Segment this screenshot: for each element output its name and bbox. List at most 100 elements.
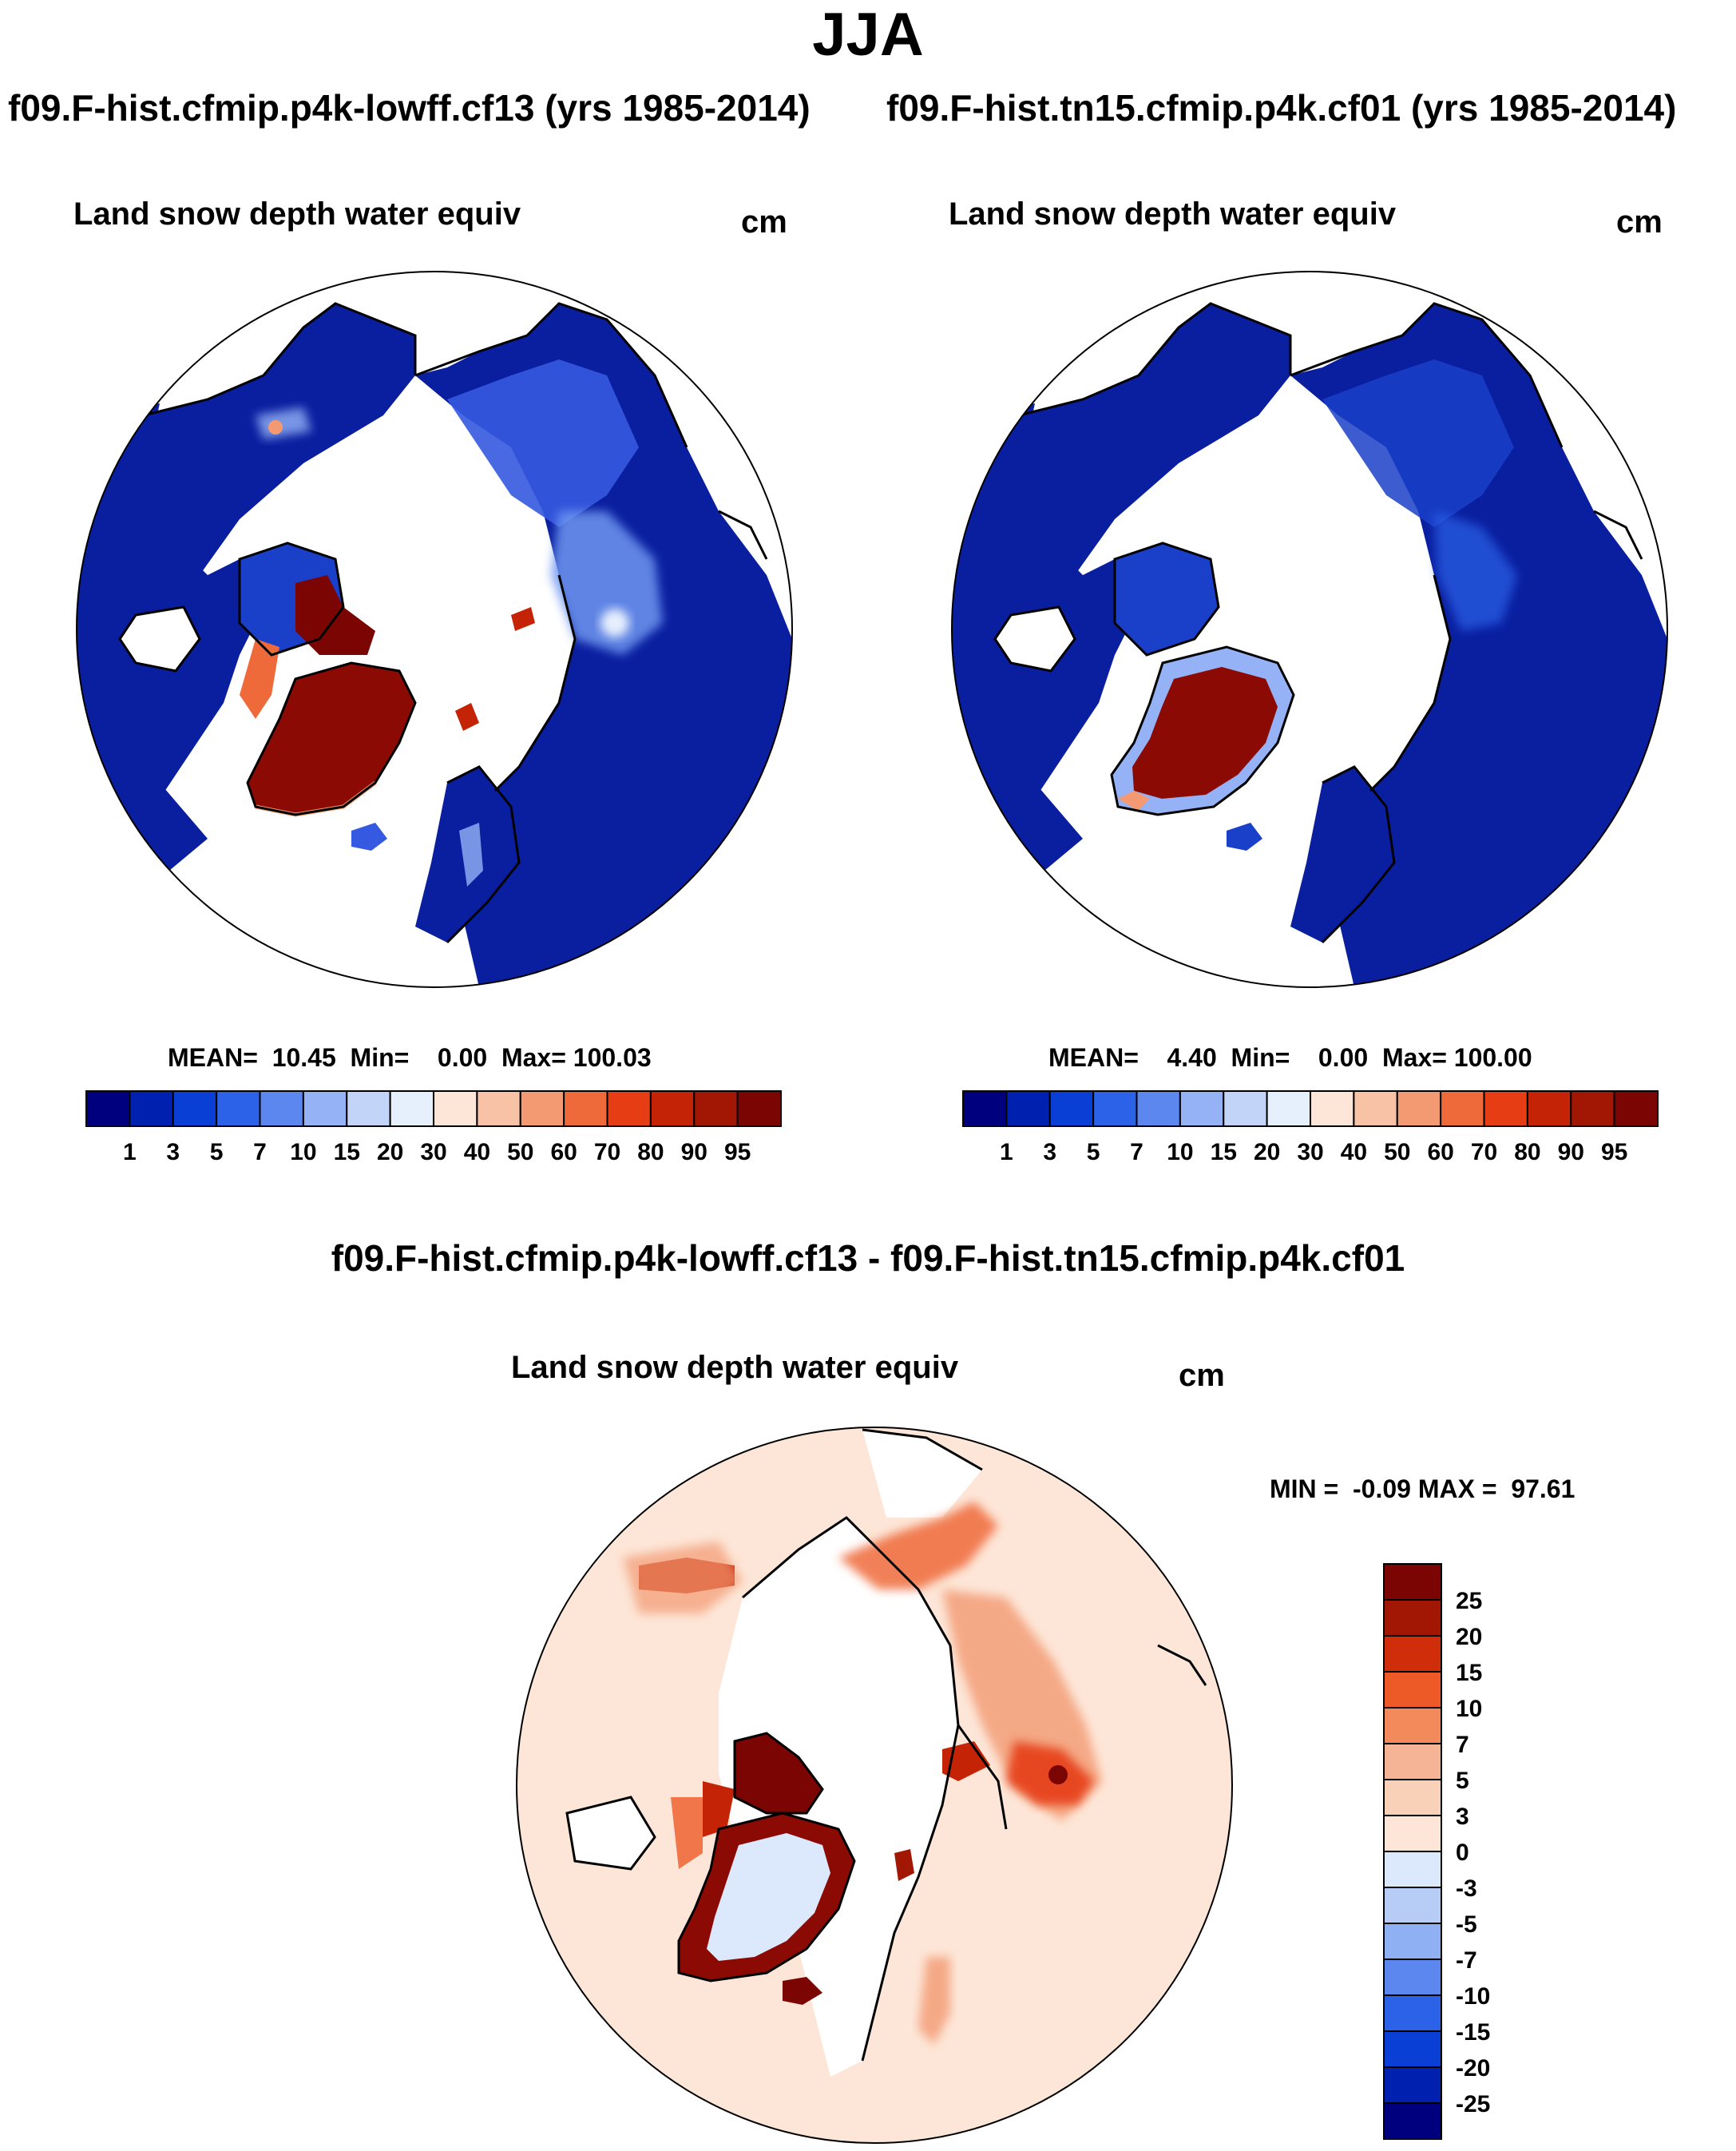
colorbar-tick-label: 20 [1456, 1624, 1483, 1650]
right-greenland [1132, 667, 1278, 799]
colorbar-box [1383, 1959, 1442, 1996]
left-units-label: cm [741, 204, 787, 240]
right-stats: MEAN= 4.40 Min= 0.00 Max= 100.00 [1048, 1043, 1532, 1072]
colorbar-tick-label: 30 [1297, 1139, 1324, 1165]
diff-min-max: MIN = -0.09 MAX = 97.61 [1270, 1474, 1575, 1503]
colorbar-box [1310, 1090, 1355, 1127]
colorbar-tick-label: 40 [463, 1139, 491, 1165]
colorbar-box [693, 1090, 739, 1127]
colorbar-box [1383, 1707, 1442, 1744]
colorbar-box [1613, 1090, 1659, 1127]
colorbar-tick-label: 80 [1514, 1139, 1541, 1165]
colorbar-box [1526, 1090, 1572, 1127]
colorbar-tick-label: -25 [1456, 2091, 1491, 2117]
colorbar-box [1136, 1090, 1181, 1127]
colorbar-box [649, 1090, 696, 1127]
colorbar-box [346, 1090, 391, 1127]
colorbar-box [172, 1090, 218, 1127]
colorbar-box [1383, 1779, 1442, 1816]
colorbar-box [1383, 2066, 1442, 2104]
colorbar-tick-label: 40 [1340, 1139, 1368, 1165]
colorbar-box [302, 1090, 348, 1127]
colorbar-tick-label: 70 [1470, 1139, 1498, 1165]
colorbar-box [1383, 1815, 1442, 1852]
colorbar-tick-label: 7 [1456, 1732, 1469, 1758]
colorbar-box [962, 1090, 1008, 1127]
colorbar-tick-label: 30 [420, 1139, 447, 1165]
colorbar-box [1383, 1994, 1442, 2032]
colorbar-box [389, 1090, 434, 1127]
colorbar-box [1179, 1090, 1225, 1127]
colorbar-tick-label: 95 [723, 1139, 751, 1165]
colorbar-box [1048, 1090, 1095, 1127]
left-case-title: f09.F-hist.cfmip.p4k-lowff.cf13 (yrs 198… [8, 87, 811, 129]
right-polar-map [951, 271, 1668, 988]
colorbar-box [216, 1090, 261, 1127]
colorbar-tick-label: 5 [209, 1139, 224, 1165]
colorbar-box [1383, 1671, 1442, 1708]
difference-polar-map [516, 1427, 1233, 2144]
colorbar-box [519, 1090, 565, 1127]
colorbar-tick-label: 90 [680, 1139, 707, 1165]
colorbar-box [1383, 2102, 1442, 2140]
diff-archipelago-hot [735, 1733, 822, 1813]
colorbar-tick-label: 60 [1427, 1139, 1454, 1165]
colorbar-tick-label: 15 [1210, 1139, 1237, 1165]
colorbar-box [1383, 1923, 1442, 1960]
colorbar-tick-label: -7 [1456, 1947, 1477, 1974]
colorbar-tick-label: 50 [1384, 1139, 1411, 1165]
colorbar-tick-label: -3 [1456, 1875, 1477, 1902]
colorbar-box [476, 1090, 521, 1127]
colorbar-box [1383, 1743, 1442, 1780]
colorbar-tick-label: 7 [1130, 1139, 1143, 1165]
colorbar-box [1383, 1851, 1442, 1888]
colorbar-tick-label: 5 [1086, 1139, 1100, 1165]
colorbar-box [85, 1090, 131, 1127]
colorbar-tick-label: 80 [637, 1139, 664, 1165]
colorbar-tick-label: 60 [550, 1139, 577, 1165]
colorbar-tick-label: 5 [1456, 1768, 1469, 1794]
colorbar-box [1223, 1090, 1268, 1127]
colorbar-box [1266, 1090, 1311, 1127]
colorbar-box [606, 1090, 652, 1127]
colorbar-tick-label: 25 [1456, 1588, 1483, 1614]
colorbar-tick-label: 20 [1253, 1139, 1281, 1165]
colorbar-box [1383, 1887, 1442, 1924]
colorbar-tick-label: 3 [1456, 1804, 1469, 1830]
colorbar-box [433, 1090, 478, 1127]
right-variable-label: Land snow depth water equiv [949, 196, 1397, 232]
colorbar-tick-label: -15 [1456, 2019, 1491, 2046]
left-polar-map [76, 271, 793, 988]
colorbar-tick-label: 3 [166, 1139, 180, 1165]
colorbar-tick-label: 90 [1557, 1139, 1584, 1165]
colorbar-tick-label: 15 [1456, 1660, 1483, 1686]
colorbar-box [1383, 1599, 1442, 1637]
colorbar-box [1383, 2030, 1442, 2068]
left-colorbar [85, 1090, 782, 1127]
colorbar-tick-label: 20 [376, 1139, 404, 1165]
left-eurasia-snow [112, 304, 415, 719]
colorbar-box [1383, 1563, 1442, 1601]
colorbar-tick-label: 0 [1456, 1839, 1469, 1866]
colorbar-tick-label: 1 [1000, 1139, 1013, 1165]
colorbar-box [1005, 1090, 1051, 1127]
colorbar-tick-label: 10 [1167, 1139, 1194, 1165]
left-variable-label: Land snow depth water equiv [73, 196, 521, 232]
colorbar-tick-label: 50 [507, 1139, 534, 1165]
colorbar-box [1483, 1090, 1528, 1127]
colorbar-tick-label: 95 [1600, 1139, 1628, 1165]
colorbar-box [129, 1090, 174, 1127]
colorbar-tick-label: 1 [123, 1139, 137, 1165]
colorbar-tick-label: 3 [1043, 1139, 1057, 1165]
right-units-label: cm [1616, 204, 1663, 240]
difference-title: f09.F-hist.cfmip.p4k-lowff.cf13 - f09.F-… [331, 1237, 1405, 1279]
colorbar-box [259, 1090, 304, 1127]
colorbar-box [1353, 1090, 1398, 1127]
right-case-title: f09.F-hist.tn15.cfmip.p4k.cf01 (yrs 1985… [886, 87, 1677, 129]
colorbar-box [1383, 1635, 1442, 1673]
colorbar-tick-label: -20 [1456, 2055, 1491, 2082]
left-archipelago-hot [295, 575, 375, 655]
diff-variable-label: Land snow depth water equiv [511, 1350, 959, 1385]
colorbar-tick-label: -10 [1456, 1983, 1491, 2010]
colorbar-box [1440, 1090, 1485, 1127]
